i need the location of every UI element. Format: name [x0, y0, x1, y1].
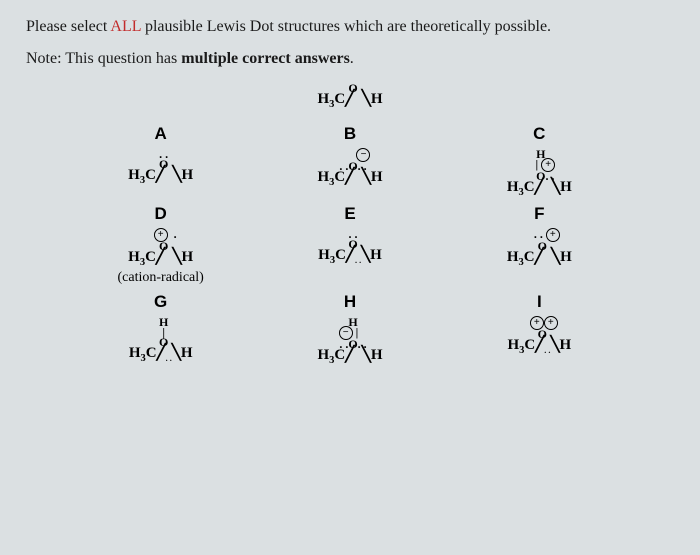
cation-radical-caption: (cation-radical) — [86, 270, 235, 286]
option-label: G — [86, 292, 235, 312]
structure-B: − . .O. . H3C╱ ╲H — [318, 148, 383, 188]
option-label: I — [465, 292, 614, 312]
question-page: Please select ALL plausible Lewis Dot st… — [0, 0, 700, 384]
option-A[interactable]: A . . O H3C╱ ╲H — [86, 124, 235, 198]
q1-post: plausible Lewis Dot structures which are… — [141, 18, 551, 35]
option-label: B — [275, 124, 424, 144]
structure-D: + . O H3C╱ ╲H — [128, 228, 193, 268]
option-E[interactable]: E . . O H3C╱. .╲H — [275, 204, 424, 286]
q2-pre: Note: This question has — [26, 50, 181, 67]
structure-A: . . O H3C╱ ╲H — [128, 148, 193, 186]
option-label: H — [275, 292, 424, 312]
option-label: F — [465, 204, 614, 224]
structure-G: H | O H3C╱. .╲H — [129, 316, 193, 364]
q2-post: . — [350, 50, 354, 67]
structure-I: ++ O H3C╱. .╲H — [507, 316, 571, 356]
option-D[interactable]: D + . O H3C╱ ╲H (cation-radical) — [86, 204, 235, 286]
option-H[interactable]: H H − | . .O. . H3C╱ ╲H — [275, 292, 424, 366]
option-F[interactable]: F . . + O H3C╱ ╲H — [465, 204, 614, 286]
structure-E: . . O H3C╱. .╲H — [318, 228, 382, 266]
option-G[interactable]: G H | O H3C╱. .╲H — [86, 292, 235, 366]
q1-pre: Please select — [26, 18, 110, 35]
option-label: E — [275, 204, 424, 224]
option-B[interactable]: B − . .O. . H3C╱ ╲H — [275, 124, 424, 198]
question-line-1: Please select ALL plausible Lewis Dot st… — [26, 18, 674, 36]
options-grid: A . . O H3C╱ ╲H B − . .O. . H3C╱ ╲H C — [86, 124, 614, 366]
option-C[interactable]: C H | + O. . H3C╱ ╲H — [465, 124, 614, 198]
option-label: A — [86, 124, 235, 144]
option-label: D — [86, 204, 235, 224]
option-label: C — [465, 124, 614, 144]
question-line-2: Note: This question has multiple correct… — [26, 50, 674, 68]
structure-H: H − | . .O. . H3C╱ ╲H — [318, 316, 383, 366]
structure-F: . . + O H3C╱ ╲H — [507, 228, 572, 268]
structure-C: H | + O. . H3C╱ ╲H — [507, 148, 572, 198]
q2-bold: multiple correct answers — [181, 50, 350, 67]
q1-red: ALL — [110, 18, 141, 35]
reference-structure: O H3C╱ ╲H — [26, 82, 674, 110]
option-I[interactable]: I ++ O H3C╱. .╲H — [465, 292, 614, 366]
